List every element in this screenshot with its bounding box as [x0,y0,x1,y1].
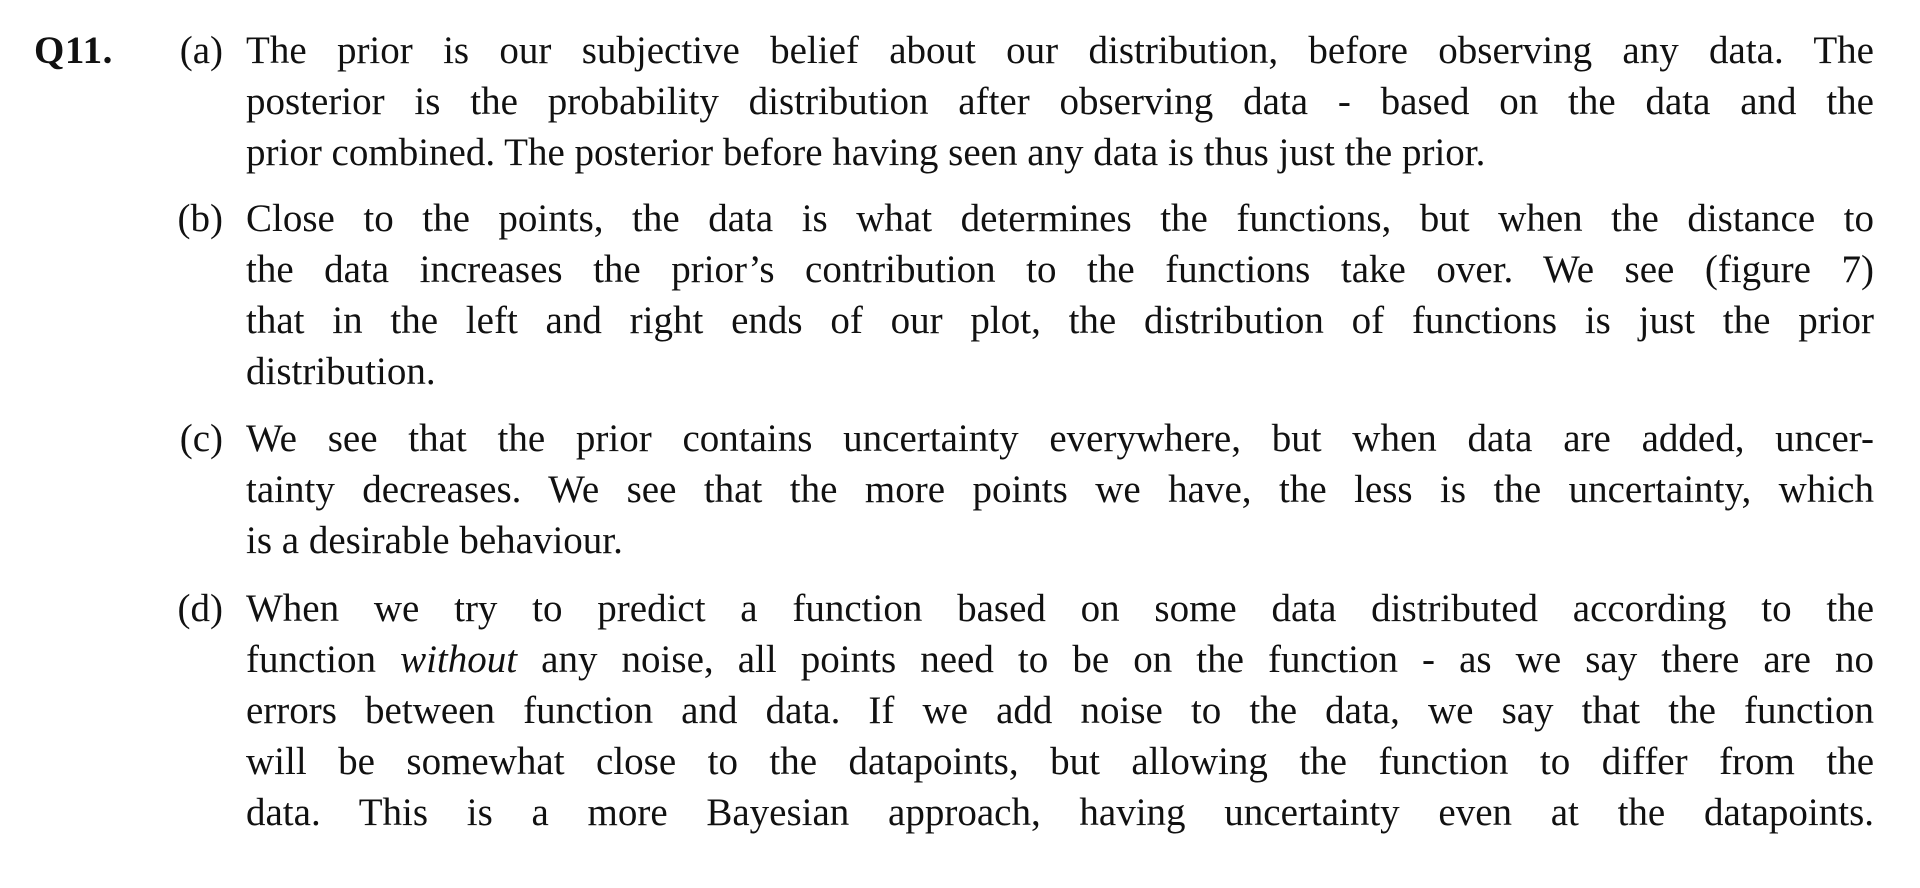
text-line: posterior is the probability distributio… [246,80,1874,123]
text-line-with-italic: function without any noise, all points n… [246,634,1874,685]
text-line: prior combined. The posterior before hav… [246,131,1486,174]
text-line: We see that the prior contains uncertain… [246,417,1874,460]
text-line: tainty decreases. We see that the more p… [246,468,1874,511]
italic-word: without [400,638,518,681]
item-label-a: (a) [179,29,223,72]
item-label-b: (b) [177,197,223,240]
text-line: Close to the points, the data is what de… [246,197,1874,240]
item-label-d: (d) [177,587,223,630]
text-run: function [246,638,401,681]
text-line: distribution. [246,350,436,393]
text-run: any noise, all points need to be on the … [517,638,1875,681]
item-text-b: Close to the points, the data is what de… [246,193,1874,397]
item-text-a: The prior is our subjective belief about… [246,25,1874,178]
text-line: is a desirable behaviour. [246,519,623,562]
item-label-c: (c) [179,417,223,460]
text-line: that in the left and right ends of our p… [246,299,1874,342]
text-line: errors between function and data. If we … [246,689,1874,732]
question-number: Q11. [34,29,113,72]
text-line: the data increases the prior’s contribut… [246,248,1874,291]
text-line: When we try to predict a function based … [246,587,1874,630]
text-line: data. This is a more Bayesian approach, … [246,791,1874,834]
text-line: will be somewhat close to the datapoints… [246,740,1874,783]
item-text-d: When we try to predict a function based … [246,583,1874,838]
item-text-c: We see that the prior contains uncertain… [246,413,1874,566]
text-line: The prior is our subjective belief about… [246,29,1874,72]
